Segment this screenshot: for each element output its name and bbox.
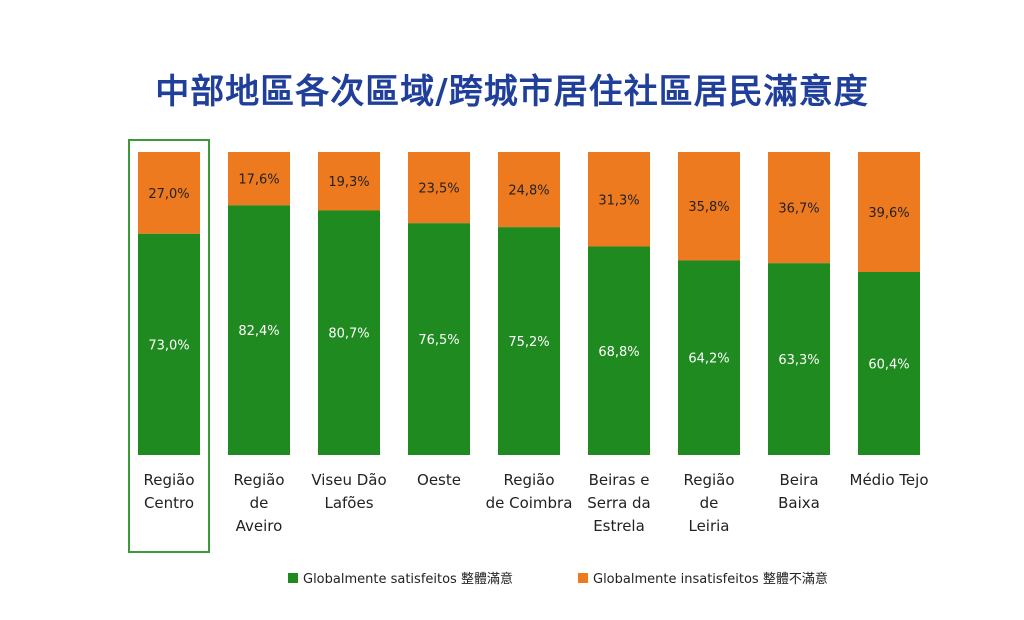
data-label-dissatisfied: 39,6% bbox=[868, 206, 909, 221]
bar-segment-satisfied bbox=[408, 223, 470, 455]
legend-label-dissatisfied: Globalmente insatisfeitos 整體不滿意 bbox=[593, 572, 828, 587]
category-label: Beira Baixa bbox=[778, 471, 820, 512]
data-label-dissatisfied: 27,0% bbox=[148, 187, 189, 202]
data-label-satisfied: 60,4% bbox=[868, 357, 909, 372]
bar-segment-dissatisfied bbox=[768, 152, 830, 264]
bar-segment-satisfied bbox=[588, 246, 650, 455]
bar-segment-dissatisfied bbox=[228, 152, 290, 206]
category-label: Região de Leiria bbox=[683, 471, 734, 535]
data-label-satisfied: 80,7% bbox=[328, 327, 369, 342]
legend-item-satisfied: Globalmente satisfeitos 整體滿意 bbox=[288, 568, 513, 587]
data-label-dissatisfied: 23,5% bbox=[418, 182, 459, 197]
category-label: Região de Aveiro bbox=[233, 471, 284, 535]
category-label: Região Centro bbox=[143, 471, 194, 512]
bar-segment-satisfied bbox=[318, 210, 380, 455]
data-label-satisfied: 64,2% bbox=[688, 352, 729, 367]
category-label: Oeste bbox=[417, 471, 461, 489]
bar-segment-dissatisfied bbox=[588, 152, 650, 247]
data-label-satisfied: 73,0% bbox=[148, 338, 189, 353]
legend-swatch-dissatisfied bbox=[578, 572, 588, 583]
bar-segment-dissatisfied bbox=[678, 152, 740, 261]
bar-segment-dissatisfied bbox=[858, 152, 920, 272]
data-label-dissatisfied: 35,8% bbox=[688, 200, 729, 215]
bar-segment-satisfied bbox=[138, 233, 200, 455]
bar-segment-satisfied bbox=[678, 260, 740, 455]
bar-segment-dissatisfied bbox=[318, 152, 380, 211]
chart-title: 中部地區各次區域/跨城市居住社區居民滿意度 bbox=[155, 72, 869, 112]
bar-segment-satisfied bbox=[768, 263, 830, 455]
data-label-dissatisfied: 19,3% bbox=[328, 175, 369, 190]
bar-segment-dissatisfied bbox=[498, 152, 560, 228]
category-label: Viseu Dão Lafões bbox=[311, 471, 386, 512]
data-label-dissatisfied: 36,7% bbox=[778, 202, 819, 217]
bar-segment-satisfied bbox=[498, 227, 560, 455]
bar-segment-dissatisfied bbox=[138, 152, 200, 234]
legend-item-dissatisfied: Globalmente insatisfeitos 整體不滿意 bbox=[578, 568, 828, 587]
category-label: Médio Tejo bbox=[850, 471, 929, 489]
highlight-box bbox=[128, 139, 210, 553]
category-label: Região de Coimbra bbox=[486, 471, 573, 512]
legend-label-satisfied: Globalmente satisfeitos 整體滿意 bbox=[303, 572, 513, 587]
bar-segment-satisfied bbox=[858, 271, 920, 455]
category-label: Beiras e Serra da Estrela bbox=[587, 471, 651, 535]
data-label-dissatisfied: 17,6% bbox=[238, 173, 279, 188]
data-label-satisfied: 76,5% bbox=[418, 333, 459, 348]
data-label-satisfied: 63,3% bbox=[778, 353, 819, 368]
data-label-dissatisfied: 31,3% bbox=[598, 193, 639, 208]
data-label-dissatisfied: 24,8% bbox=[508, 184, 549, 199]
legend-swatch-satisfied bbox=[288, 572, 298, 583]
bar-segment-satisfied bbox=[228, 205, 290, 455]
data-label-satisfied: 68,8% bbox=[598, 345, 639, 360]
data-label-satisfied: 75,2% bbox=[508, 335, 549, 350]
bar-segment-dissatisfied bbox=[408, 152, 470, 224]
data-label-satisfied: 82,4% bbox=[238, 324, 279, 339]
